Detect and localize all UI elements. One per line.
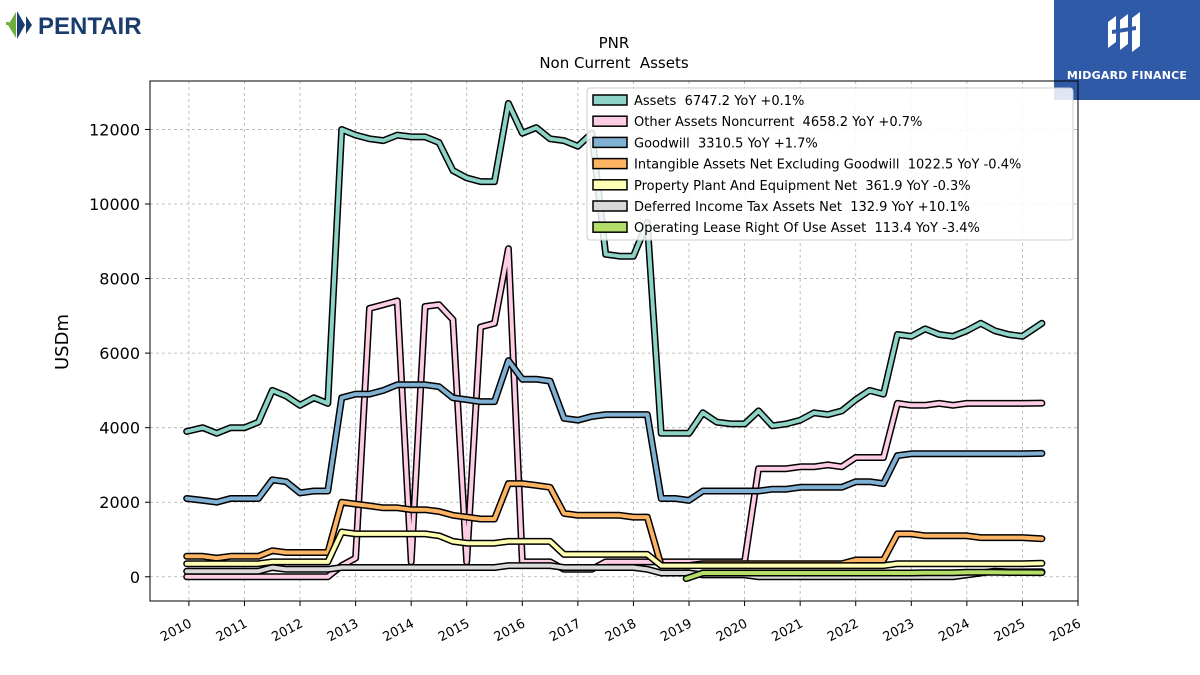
chart-subtitle: Non Current Assets [539,54,689,72]
series-line [184,358,1044,505]
x-tick-label: 2019 [658,616,694,645]
series-line [684,570,1044,581]
series-lines [183,99,1046,583]
x-tick-label: 2015 [436,616,472,645]
midgard-brand-name: MIDGARD FINANCE [1066,69,1188,82]
chart-title: PNR [599,34,630,52]
legend-swatch [592,157,628,170]
series-outline [183,357,1046,506]
legend-label: Property Plant And Equipment Net 361.9 Y… [634,179,971,194]
y-tick-label: 0 [130,568,140,587]
x-tick-label: 2017 [547,616,583,645]
legend-label: Deferred Income Tax Assets Net 132.9 YoY… [634,200,970,215]
y-axis-label: USDm [52,314,73,370]
x-tick-label: 2026 [1047,616,1083,645]
legend-label: Assets 6747.2 YoY +0.1% [634,94,804,109]
legend-swatch [592,115,628,127]
midgard-finance-logo: MIDGARD FINANCE [1054,0,1200,100]
x-tick-label: 2010 [158,616,194,645]
legend: Assets 6747.2 YoY +0.1% Other Assets Nonc… [586,87,1074,241]
legend-swatch [592,200,628,212]
legend-label: Goodwill 3310.5 YoY +1.7% [634,136,818,151]
x-tick-label: 2025 [992,616,1028,645]
x-tick-label: 2013 [325,616,361,645]
pentair-logo: PENTAIR [4,4,174,46]
pentair-diamond-logo-icon: PENTAIR [6,11,142,40]
x-tick-label: 2018 [603,616,639,645]
legend-swatch [592,179,628,191]
x-tick-label: 2016 [492,616,528,645]
legend-swatch [592,136,628,149]
legend-swatch [592,221,628,233]
y-tick-label: 12000 [89,120,140,139]
legend-label: Other Assets Noncurrent 4658.2 YoY +0.7% [634,115,922,130]
pentair-brand-name: PENTAIR [38,13,142,40]
x-tick-label: 2024 [936,616,972,645]
series-line [184,563,1044,579]
y-tick-label: 2000 [99,493,140,512]
logo-diamond-mark [6,11,32,39]
legend-label: Operating Lease Right Of Use Asset 113.4… [634,221,980,236]
legend-label: Intangible Assets Net Excluding Goodwill… [634,158,1021,173]
x-tick-label: 2012 [269,616,305,645]
series-line [184,481,1044,568]
x-tick-label: 2014 [381,616,417,645]
y-tick-label: 10000 [89,195,140,214]
x-tick-label: 2023 [881,616,917,645]
legend-swatch [592,94,628,106]
plot-frame [149,80,1079,602]
midgard-logo-icon [1108,12,1140,52]
series-line [184,246,1044,579]
series-line [184,101,1044,436]
y-tick-label: 6000 [99,344,140,363]
series-line [184,530,1044,568]
x-tick-label: 2022 [825,616,861,645]
y-tick-label: 8000 [99,270,140,289]
legend-box [586,87,1074,241]
y-tick-label: 4000 [99,419,140,438]
x-tick-label: 2021 [770,616,806,645]
x-tick-label: 2011 [214,616,250,645]
x-tick-label: 2020 [714,616,750,645]
